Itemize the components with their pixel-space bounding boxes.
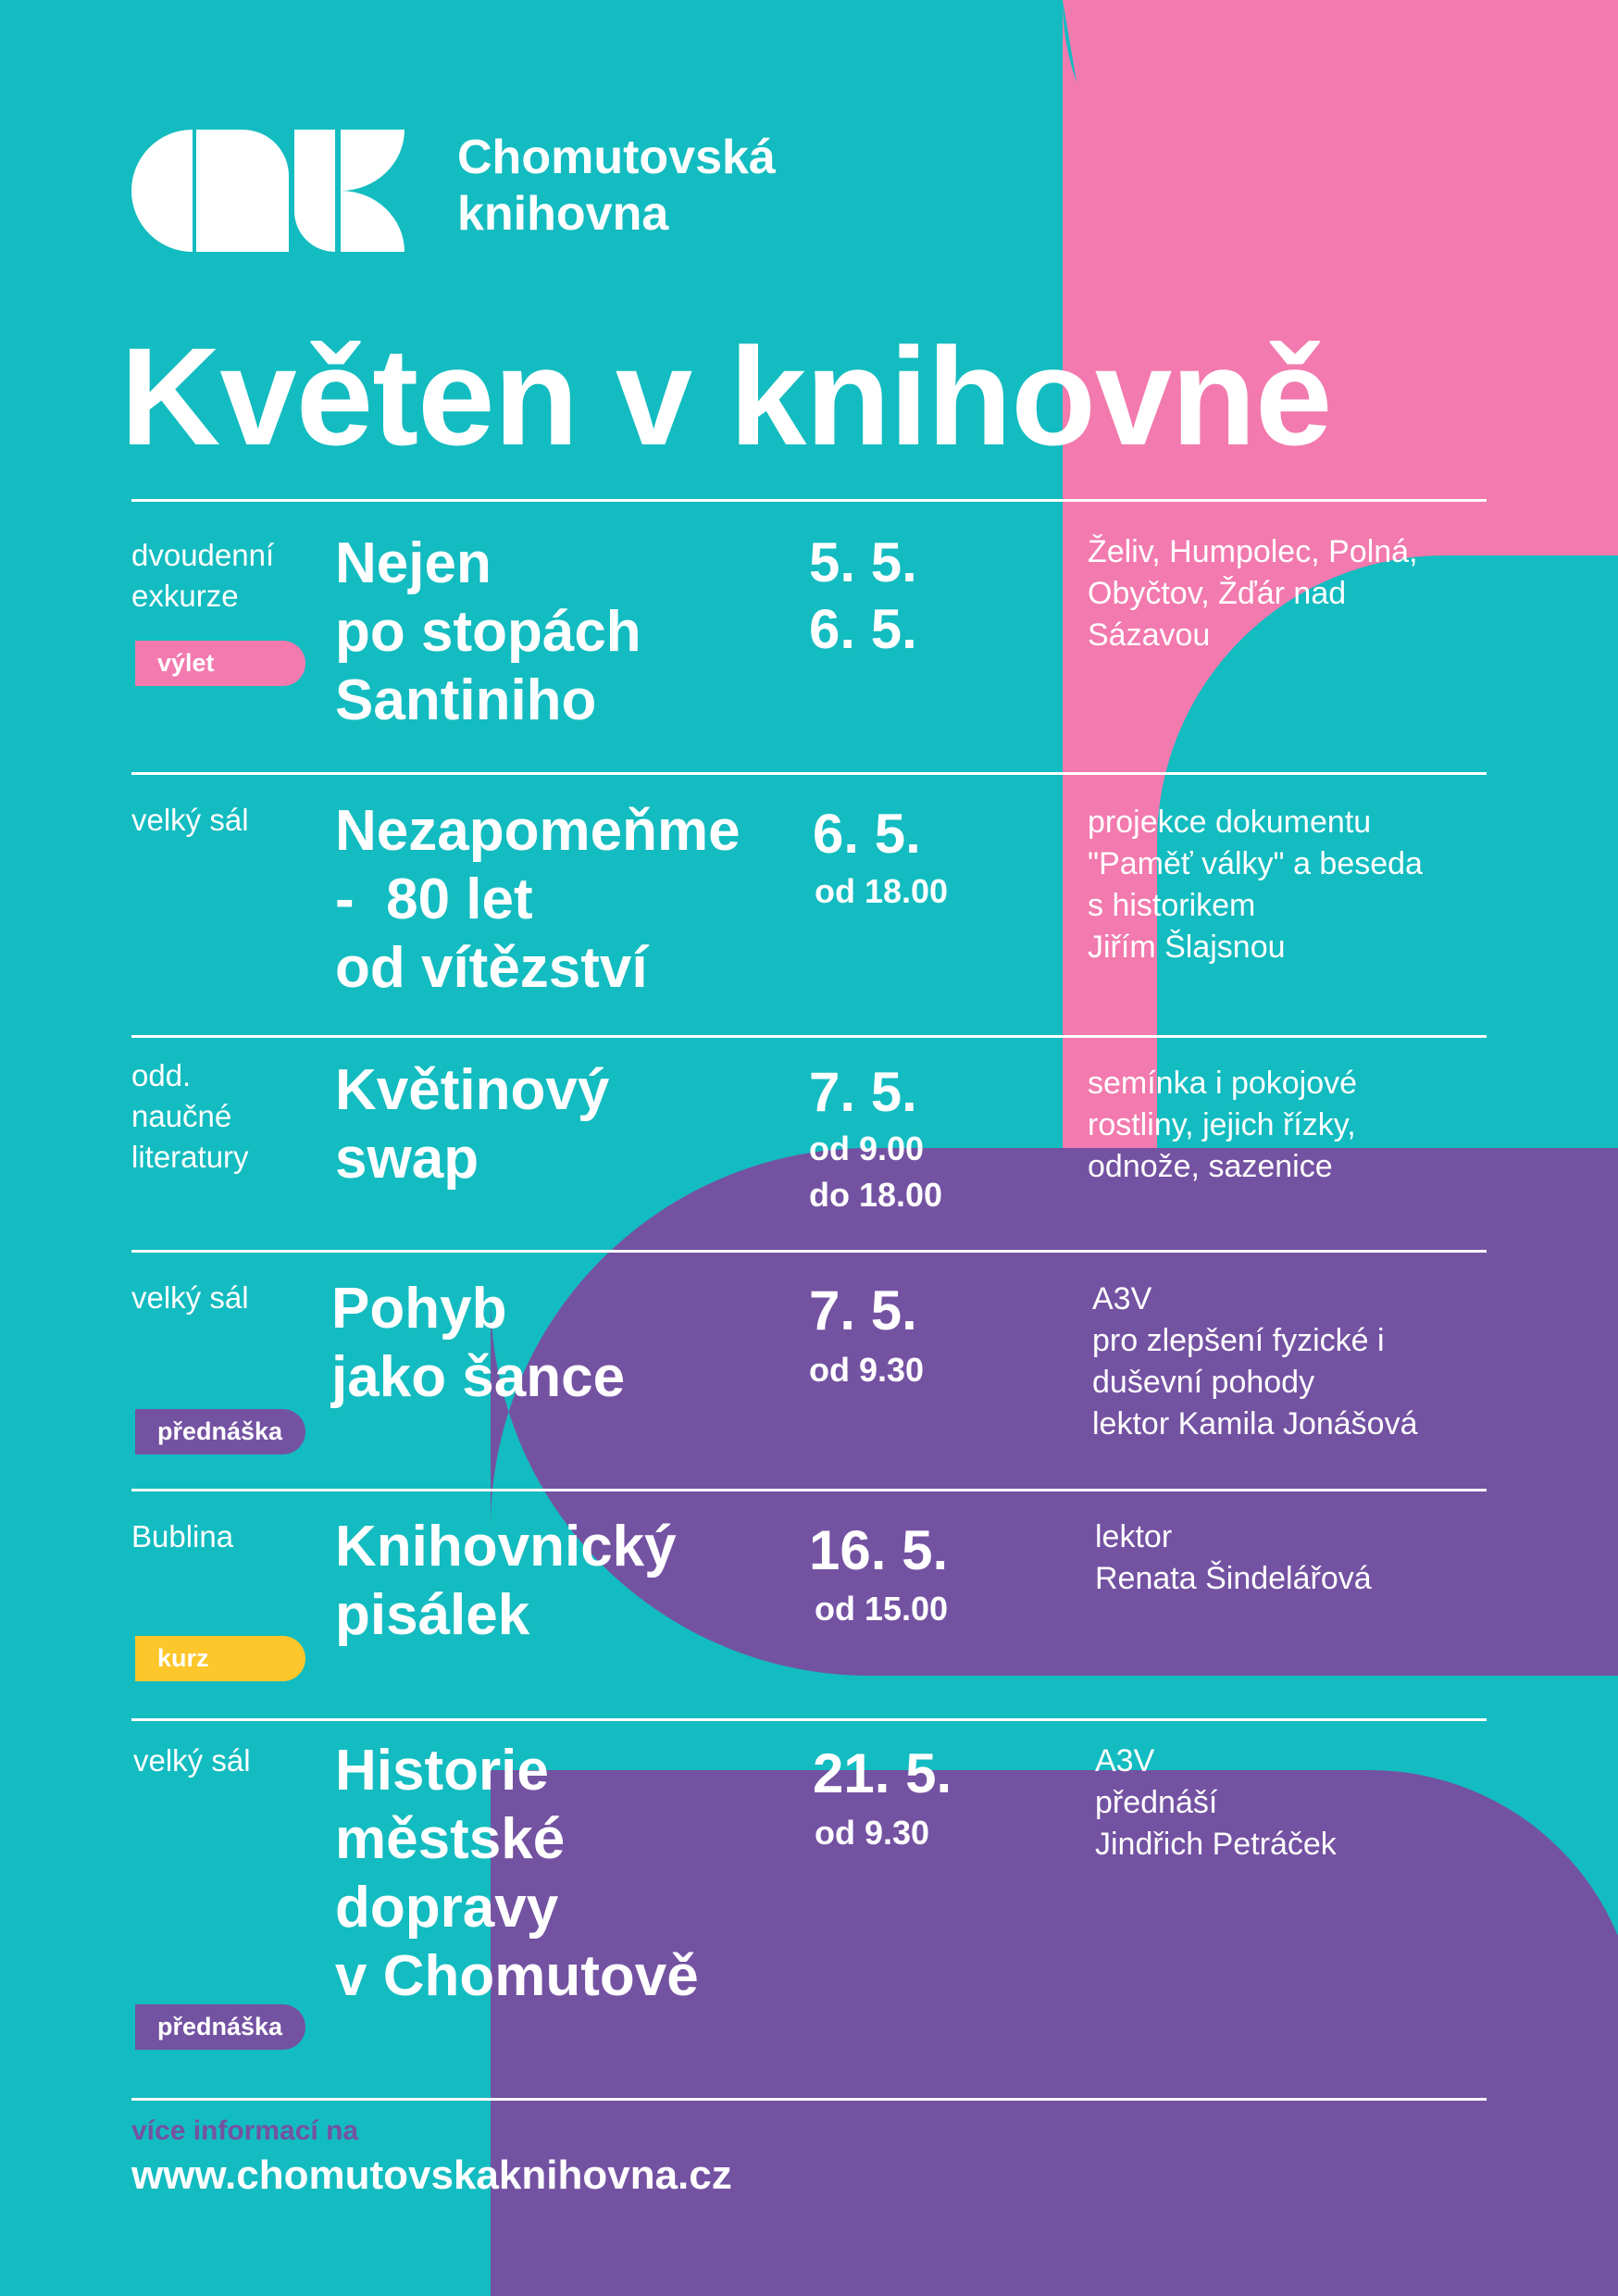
event-description: lektor Renata Šindelářová — [1095, 1519, 1372, 1596]
event-date: 16. 5. — [809, 1519, 949, 1581]
purple-lower-blob-shape — [491, 1770, 1618, 2296]
event-date: 7. 5. — [809, 1061, 917, 1123]
event-description: projekce dokumentu "Paměť války" a beseda… — [1088, 805, 1423, 965]
event-description: Želiv, Humpolec, Polná, Obyčtov, Žďár nad… — [1088, 534, 1418, 653]
event-tag: výlet — [135, 641, 305, 686]
more-info-label: více informací na — [131, 2115, 359, 2146]
event-description: A3V pro zlepšení fyzické i duševní pohody l… — [1092, 1281, 1418, 1441]
event-name: Pohyb jako šance — [331, 1277, 626, 1409]
divider — [131, 1489, 1487, 1491]
website-link[interactable]: www.chomutovskaknihovna.cz — [131, 2152, 732, 2198]
library-name-line1: Chomutovská — [457, 131, 776, 184]
event-tag: kurz — [135, 1636, 305, 1681]
event-name: Nejen po stopách Santiniho — [335, 531, 641, 732]
event-location: odd. naučné literatury — [131, 1058, 249, 1174]
event-name: Květinový swap — [335, 1058, 610, 1191]
divider — [131, 1250, 1487, 1253]
event-date: 6. 5. — [813, 803, 921, 865]
event-name: Knihovnický pisálek — [335, 1515, 677, 1647]
event-time: od 9.00 do 18.00 — [809, 1129, 943, 1214]
event-location: dvoudenní exkurze — [131, 538, 275, 613]
event-tag: přednáška — [135, 1409, 305, 1454]
library-name-line2: knihovna — [457, 187, 669, 241]
page-title: Květen v knihovně — [120, 318, 1332, 474]
ck-logo-icon — [131, 130, 404, 252]
divider — [131, 772, 1487, 775]
event-location: velký sál — [131, 1280, 249, 1315]
divider — [131, 1718, 1487, 1721]
event-location: velký sál — [131, 803, 249, 837]
library-name: Chomutovská knihovna — [457, 130, 776, 243]
event-time: od 9.30 — [809, 1351, 925, 1389]
event-name: Nezapomeňme - 80 let od vítězství — [335, 799, 741, 1000]
pink-lower-blob-shape — [1063, 0, 1618, 555]
purple-upper-blob-shape — [491, 1148, 1618, 1676]
event-date: 21. 5. — [813, 1742, 952, 1804]
event-name: Historie městské dopravy v Chomutově — [335, 1739, 699, 2008]
divider — [131, 499, 1487, 502]
divider — [131, 1035, 1487, 1038]
event-tag: přednáška — [135, 2004, 305, 2050]
divider — [131, 2098, 1487, 2101]
event-location: Bublina — [131, 1519, 234, 1554]
event-time: od 9.30 — [815, 1814, 930, 1852]
event-time: od 15.00 — [815, 1590, 949, 1628]
event-location: velký sál — [133, 1743, 251, 1778]
event-description: semínka i pokojové rostliny, jejich řízky… — [1088, 1066, 1358, 1184]
event-date: 7. 5. — [809, 1279, 917, 1341]
event-date: 5. 5. 6. 5. — [809, 531, 917, 660]
event-description: A3V přednáší Jindřich Petráček — [1095, 1743, 1337, 1862]
event-time: od 18.00 — [815, 872, 949, 910]
